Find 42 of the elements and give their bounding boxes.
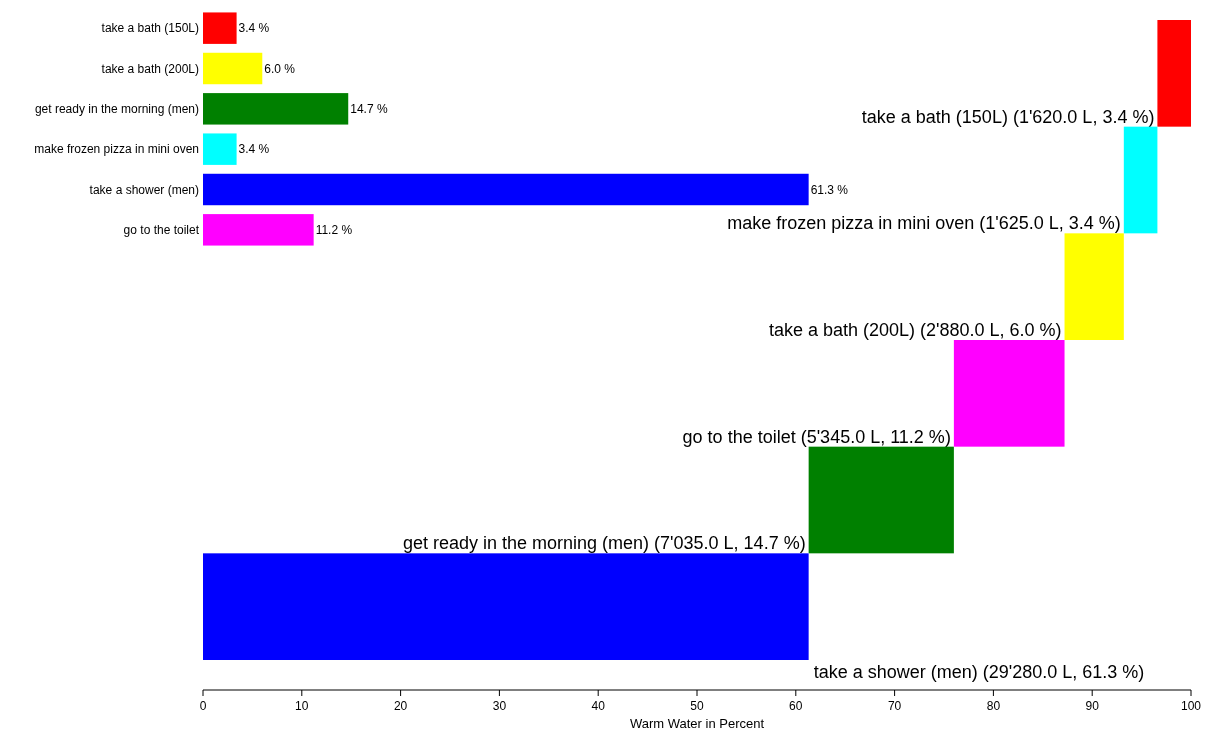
data-label: 3.4 %	[238, 21, 270, 36]
x-tick-label: 90	[1085, 699, 1100, 713]
x-axis-title: Warm Water in Percent	[629, 716, 765, 731]
data-label: 14.7 %	[350, 102, 388, 117]
data-label: go to the toilet (5'345.0 L, 11.2 %)	[682, 426, 951, 447]
bar	[203, 93, 349, 125]
x-tick-label: 0	[199, 699, 207, 713]
x-tick-label: 10	[295, 699, 309, 713]
x-tick-label: 30	[492, 699, 507, 713]
y-tick-label: make frozen pizza in mini oven	[34, 142, 199, 157]
bar	[1123, 126, 1158, 234]
bar	[1064, 233, 1124, 340]
y-tick-label: take a bath (200L)	[101, 61, 199, 76]
y-tick-label: get ready in the morning (men)	[34, 102, 199, 117]
bar	[203, 133, 237, 165]
x-tick-label: 100	[1180, 699, 1202, 713]
data-label: 61.3 %	[810, 182, 849, 197]
bar	[203, 173, 809, 206]
x-tick-label: 70	[887, 699, 902, 713]
bar	[203, 553, 809, 660]
bar	[203, 52, 263, 85]
bar	[203, 214, 314, 246]
x-tick-label: 50	[690, 699, 704, 713]
x-tick-label: 40	[591, 699, 606, 713]
data-label: take a bath (200L) (2'880.0 L, 6.0 %)	[768, 320, 1062, 340]
data-label: get ready in the morning (men) (7'035.0 L, 14.7 %)	[402, 533, 806, 554]
data-label: take a bath (150L) (1'620.0 L, 3.4 %)	[861, 106, 1155, 127]
y-tick-label: go to the toilet	[123, 223, 200, 238]
data-label: make frozen pizza in mini oven (1'625.0 L, 3.4 %)	[727, 213, 1121, 234]
data-label: 6.0 %	[264, 61, 296, 76]
data-label: 3.4 %	[238, 142, 270, 157]
x-tick-label: 20	[393, 699, 408, 713]
x-tick-label: 80	[986, 699, 1001, 713]
y-tick-label: take a bath (150L)	[101, 21, 199, 36]
bar	[1157, 20, 1191, 127]
data-label: 11.2 %	[315, 223, 353, 238]
data-label: take a shower (men) (29'280.0 L, 61.3 %)	[813, 662, 1145, 682]
y-tick-label: take a shower (men)	[89, 182, 199, 197]
bar	[808, 446, 954, 554]
x-tick-label: 60	[789, 699, 803, 713]
bar	[953, 340, 1065, 447]
bar	[203, 12, 237, 44]
